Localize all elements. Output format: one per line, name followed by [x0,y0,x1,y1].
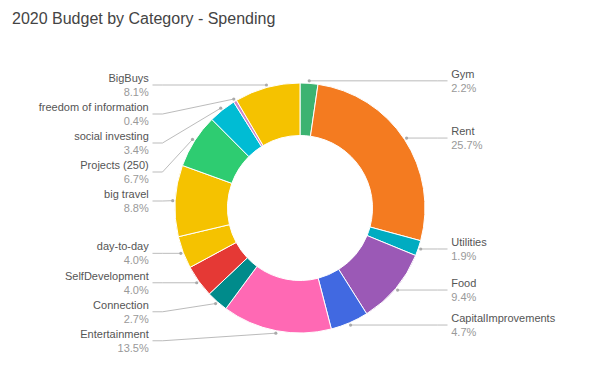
category-label: Projects (250) [80,159,148,171]
leader-dot [214,302,217,305]
leader-dot [396,288,399,291]
data-label: 6.7% [124,173,149,185]
data-label: 0.4% [124,115,149,127]
leader-line [398,290,448,291]
leader-dot [179,252,182,255]
category-label: Utilities [451,236,487,248]
category-label: freedom of information [39,101,149,113]
data-label: 2.7% [124,313,149,325]
title: 2020 Budget by Category - Spending [12,10,275,27]
leader-line [153,282,197,283]
leader-dot [405,136,408,139]
category-label: SelfDevelopment [65,270,149,282]
leader-line [153,253,181,254]
leader-dot [195,281,198,284]
data-label: 1.9% [451,250,476,262]
leader-line [421,248,448,249]
slice [236,83,300,146]
data-label: 4.7% [451,326,476,338]
leader-dot [349,323,352,326]
leader-dot [191,138,194,141]
category-label: day-to-day [97,240,149,252]
leader-dot [171,199,174,202]
chart: 2020 Budget by Category - Spending Gym 2.2… [0,0,600,371]
slices [175,83,425,333]
leader-line [153,99,234,114]
category-label: Food [451,277,476,289]
labels: Gym 2.2% Rent 25.7% Utilities 1.9% Food 9.4% Cap… [39,68,556,354]
category-label: social investing [74,130,149,142]
data-label: 3.4% [124,144,149,156]
data-label: 4.0% [124,254,149,266]
category-label: Gym [451,68,474,80]
data-label: 9.4% [451,291,476,303]
slice [310,84,425,240]
leader-dot [219,107,222,110]
category-label: Connection [93,299,149,311]
leader-dot [265,83,268,86]
category-label: big travel [104,188,149,200]
leader-dot [274,332,277,335]
data-label: 8.8% [124,202,149,214]
data-label: 2.2% [451,82,476,94]
leader-dot [232,97,235,100]
leader-line [153,139,193,172]
leader-line [153,85,267,86]
leader-line [153,333,276,341]
leader-line [407,138,448,139]
leader-dot [419,247,422,250]
data-label: 25.7% [451,139,482,151]
leader-dot [308,79,311,82]
category-label: Rent [451,125,474,137]
leader-line [351,325,448,326]
category-label: BigBuys [108,72,149,84]
data-label: 8.1% [124,86,149,98]
leader-line [153,108,221,143]
leader-line [153,200,173,201]
leader-line [309,80,447,81]
category-label: CapitalImprovements [451,312,555,324]
data-label: 13.5% [118,342,149,354]
data-label: 4.0% [124,284,149,296]
category-label: Entertainment [80,328,148,340]
plot: Gym 2.2% Rent 25.7% Utilities 1.9% Food 9.4% Cap… [39,68,556,354]
leader-line [153,304,216,312]
